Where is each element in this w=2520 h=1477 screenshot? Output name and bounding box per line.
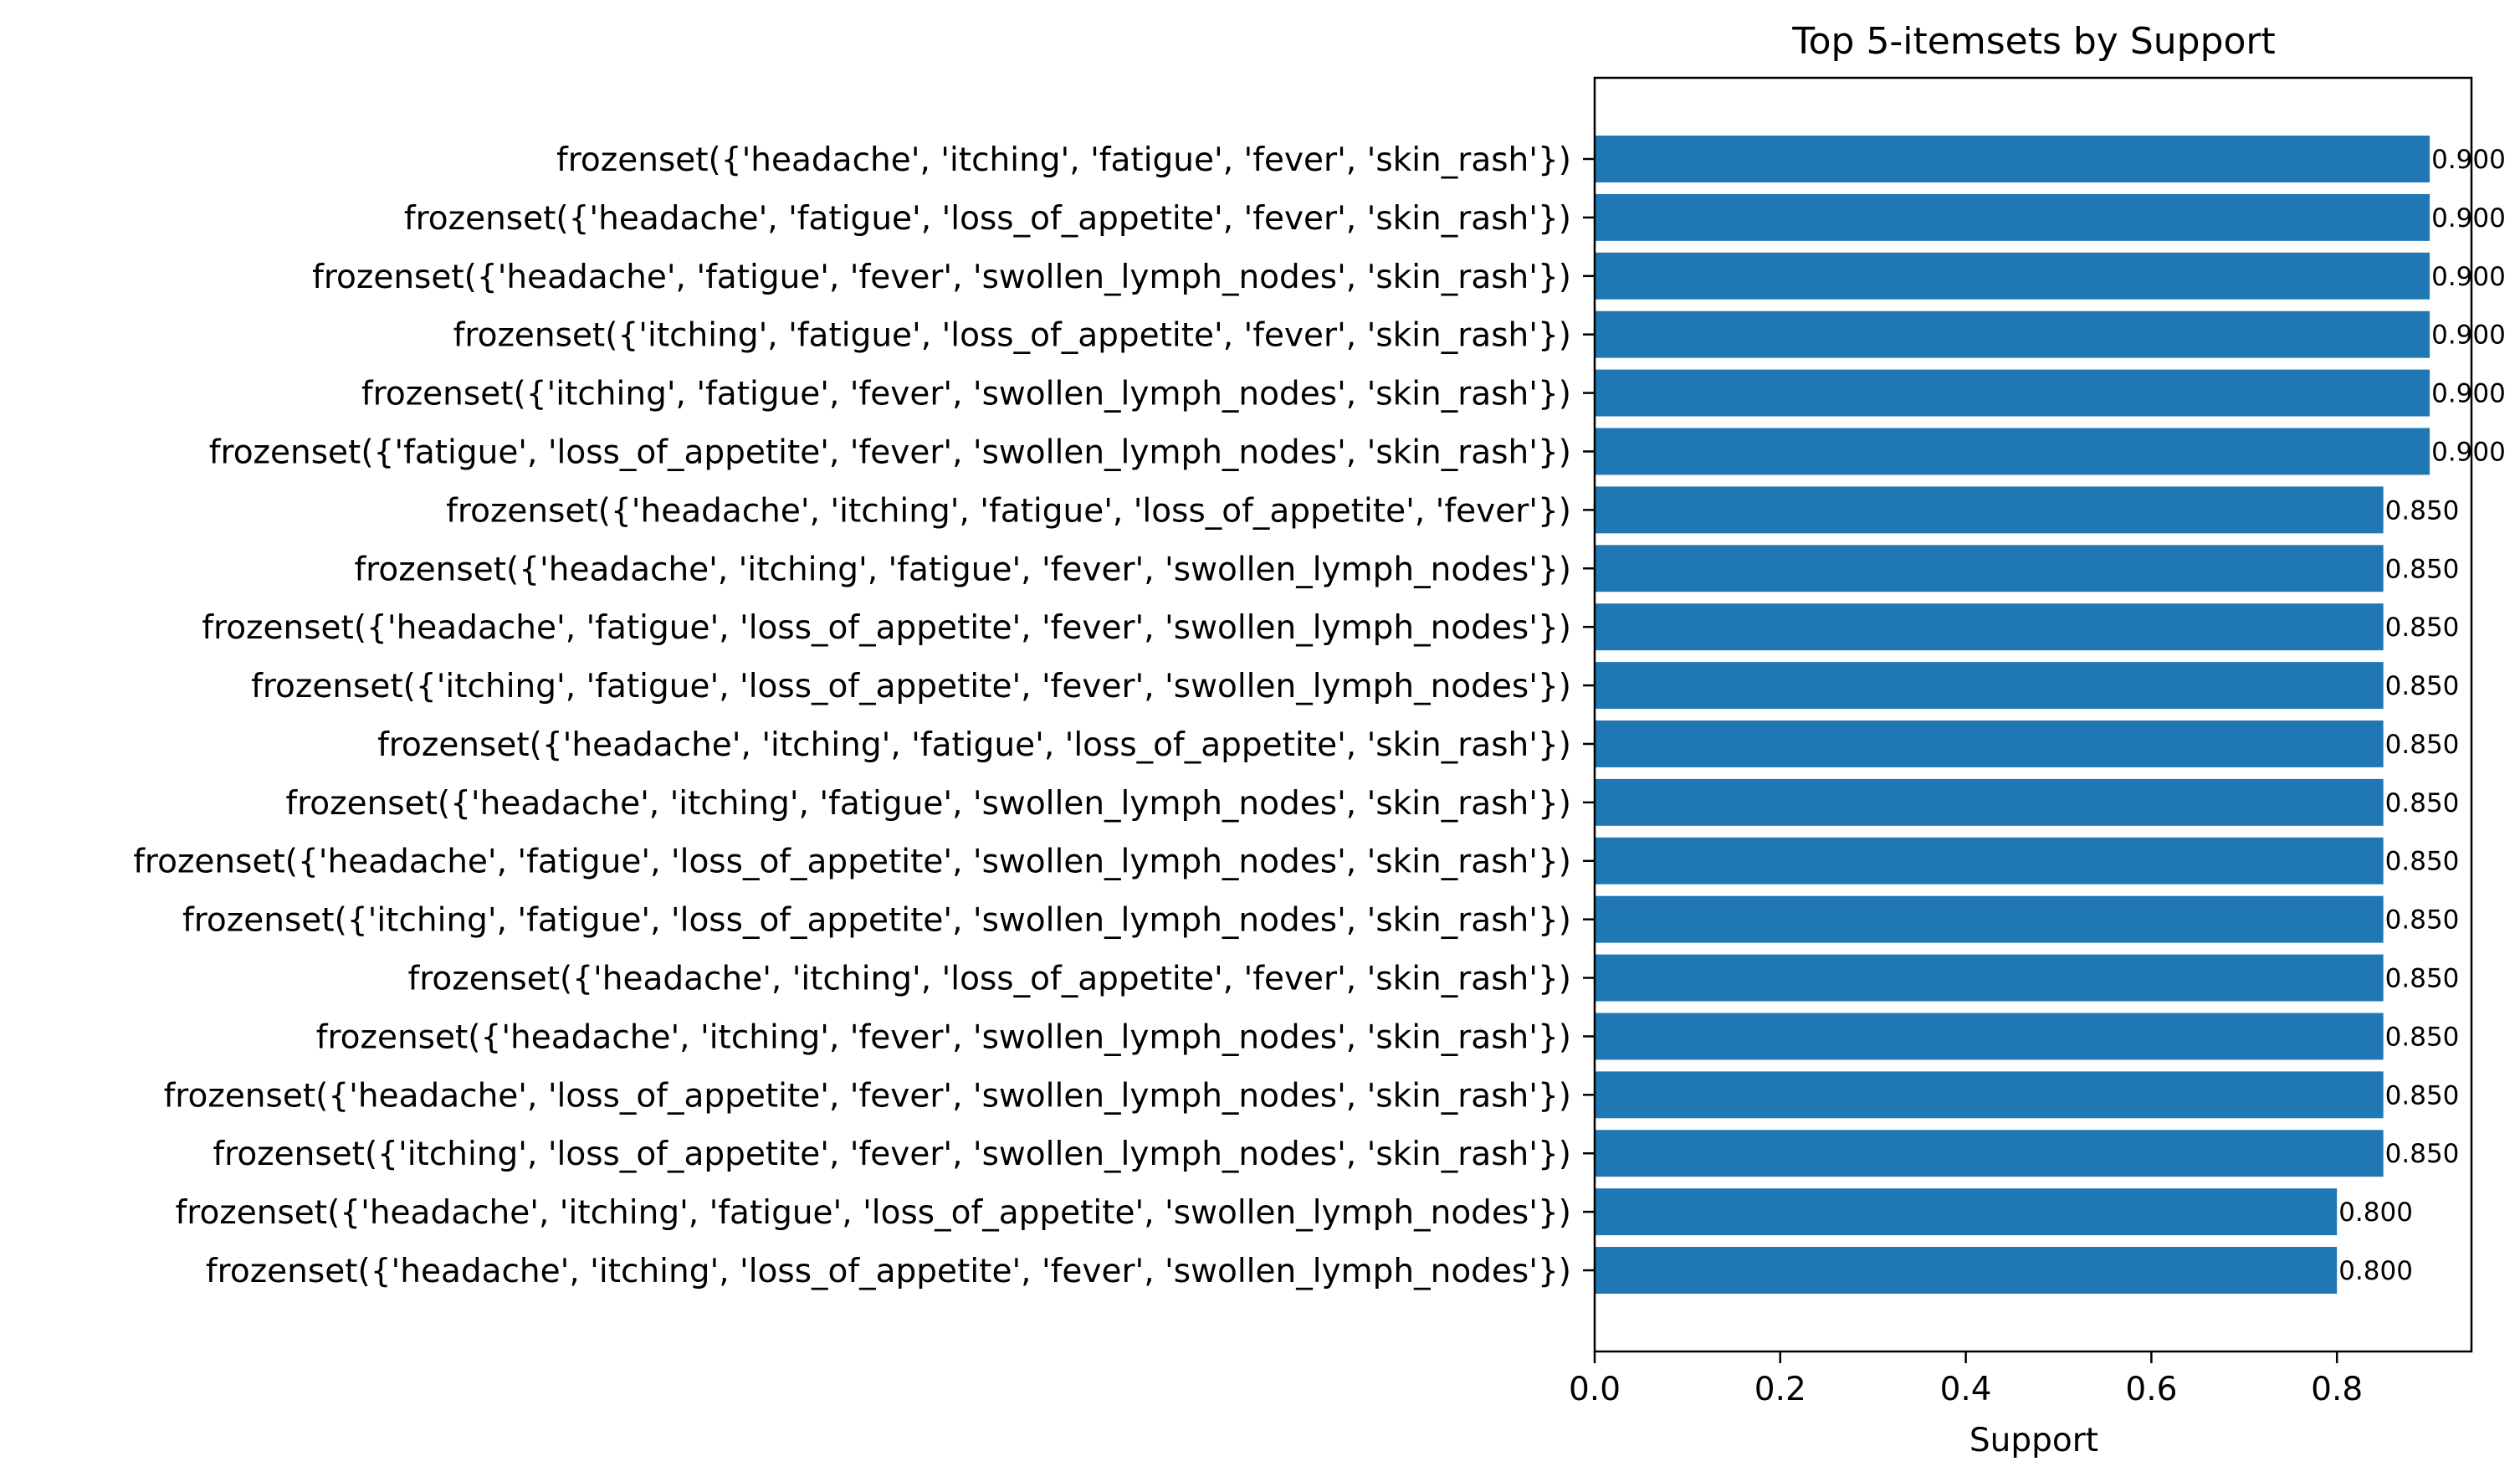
bar-15	[1595, 1013, 2384, 1060]
bar-1	[1595, 193, 2430, 241]
value-label-14: 0.850	[2385, 964, 2460, 994]
y-tick-label-10: frozenset({'headache', 'itching', 'fatig…	[377, 726, 1571, 764]
y-tick-label-14: frozenset({'headache', 'itching', 'loss_…	[407, 961, 1571, 998]
x-tick-label-1: 0.2	[1754, 1371, 1806, 1408]
value-label-4: 0.900	[2431, 379, 2506, 409]
bar-11	[1595, 778, 2384, 826]
value-label-0: 0.900	[2431, 145, 2506, 175]
y-tick-label-2: frozenset({'headache', 'fatigue', 'fever…	[312, 259, 1571, 296]
value-label-6: 0.850	[2385, 495, 2460, 526]
y-tick-label-11: frozenset({'headache', 'itching', 'fatig…	[285, 785, 1571, 823]
bar-12	[1595, 837, 2384, 885]
bar-10	[1595, 720, 2384, 767]
y-tick-label-19: frozenset({'headache', 'itching', 'loss_…	[206, 1253, 1571, 1290]
value-label-16: 0.850	[2385, 1080, 2460, 1110]
value-label-9: 0.850	[2385, 671, 2460, 701]
chart-title: Top 5-itemsets by Support	[1791, 20, 2276, 63]
x-tick-label-2: 0.4	[1940, 1371, 1992, 1408]
value-label-13: 0.850	[2385, 905, 2460, 936]
y-tick-label-17: frozenset({'itching', 'loss_of_appetite'…	[213, 1136, 1571, 1173]
y-tick-label-1: frozenset({'headache', 'fatigue', 'loss_…	[404, 200, 1571, 238]
bar-0	[1595, 136, 2430, 182]
plot-frame	[1593, 76, 2473, 1353]
value-label-17: 0.850	[2385, 1139, 2460, 1169]
y-tick-label-9: frozenset({'itching', 'fatigue', 'loss_o…	[251, 668, 1571, 705]
y-tick-label-5: frozenset({'fatigue', 'loss_of_appetite'…	[209, 433, 1571, 471]
bar-4	[1595, 369, 2430, 417]
y-tick-label-16: frozenset({'headache', 'loss_of_appetite…	[164, 1077, 1571, 1115]
y-tick-label-3: frozenset({'itching', 'fatigue', 'loss_o…	[453, 317, 1571, 355]
bar-3	[1595, 310, 2430, 358]
value-label-2: 0.900	[2431, 262, 2506, 292]
bar-6	[1595, 486, 2384, 534]
x-tick-label-0: 0.0	[1569, 1371, 1621, 1408]
x-axis-label: Support	[1969, 1422, 2098, 1459]
bar-13	[1595, 895, 2384, 943]
y-tick-label-13: frozenset({'itching', 'fatigue', 'loss_o…	[182, 902, 1571, 940]
x-tick-label-4: 0.8	[2311, 1371, 2363, 1408]
bar-17	[1595, 1130, 2384, 1177]
value-label-10: 0.850	[2385, 730, 2460, 760]
y-tick-labels-group: frozenset({'headache', 'itching', 'fatig…	[133, 141, 1595, 1290]
y-tick-label-4: frozenset({'itching', 'fatigue', 'fever'…	[361, 376, 1571, 413]
y-tick-label-8: frozenset({'headache', 'fatigue', 'loss_…	[202, 609, 1571, 647]
y-tick-label-7: frozenset({'headache', 'itching', 'fatig…	[354, 551, 1571, 588]
bars-group	[1595, 136, 2430, 1294]
value-labels-group: 0.900 0.900 0.900 0.900 0.900 0.900 0.850 0.850…	[2338, 145, 2506, 1286]
x-tick-label-3: 0.6	[2125, 1371, 2177, 1408]
value-label-5: 0.900	[2431, 437, 2506, 467]
bar-2	[1595, 252, 2430, 300]
value-label-7: 0.850	[2385, 554, 2460, 584]
value-label-3: 0.900	[2431, 321, 2506, 351]
bar-19	[1595, 1247, 2338, 1294]
value-label-8: 0.850	[2385, 613, 2460, 643]
bar-9	[1595, 662, 2384, 710]
value-label-19: 0.800	[2338, 1256, 2413, 1286]
value-label-11: 0.850	[2385, 788, 2460, 818]
y-tick-label-0: frozenset({'headache', 'itching', 'fatig…	[556, 141, 1571, 179]
y-tick-label-12: frozenset({'headache', 'fatigue', 'loss_…	[133, 844, 1571, 881]
bar-8	[1595, 603, 2384, 651]
bar-14	[1595, 954, 2384, 1002]
value-label-1: 0.900	[2431, 203, 2506, 233]
x-ticks-group: 0.0 0.2 0.4 0.6 0.8	[1569, 1351, 2363, 1408]
bar-7	[1595, 545, 2384, 592]
value-label-15: 0.850	[2385, 1022, 2460, 1052]
bar-5	[1595, 428, 2430, 475]
y-tick-label-6: frozenset({'headache', 'itching', 'fatig…	[446, 492, 1571, 530]
value-label-12: 0.850	[2385, 847, 2460, 877]
bar-18	[1595, 1188, 2338, 1236]
y-tick-label-15: frozenset({'headache', 'itching', 'fever…	[316, 1018, 1571, 1056]
y-tick-label-18: frozenset({'headache', 'itching', 'fatig…	[176, 1194, 1571, 1232]
value-label-18: 0.800	[2338, 1197, 2413, 1228]
bar-16	[1595, 1071, 2384, 1119]
